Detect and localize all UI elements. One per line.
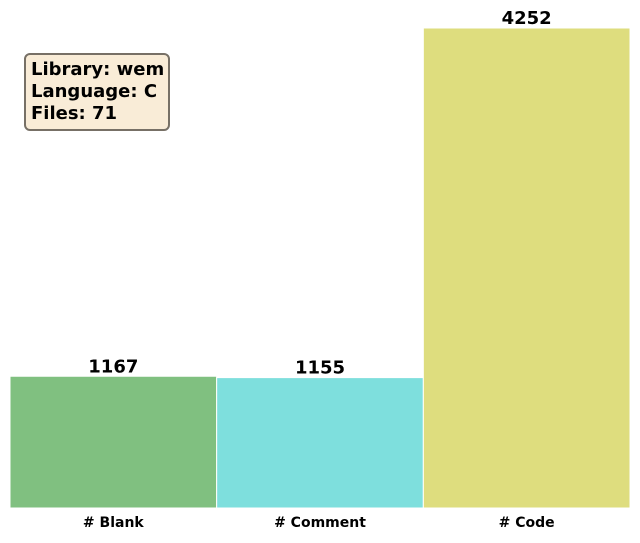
x-tick-label-1: # Comment	[274, 515, 366, 531]
library-label: Library: wem	[31, 59, 165, 80]
bar-2	[422, 27, 631, 509]
bar-1	[216, 377, 424, 509]
x-tick-label-0: # Blank	[83, 515, 144, 531]
bar-value-label-2: 4252	[502, 8, 552, 29]
language-label: Language: C	[31, 81, 158, 102]
bar-0	[9, 375, 218, 509]
x-tick-label-2: # Code	[499, 515, 555, 531]
bar-value-label-0: 1167	[88, 356, 138, 377]
files-label: Files: 71	[31, 103, 118, 124]
bar-value-label-1: 1155	[295, 358, 345, 379]
info-box: Library: wem Language: C Files: 71	[24, 53, 171, 131]
